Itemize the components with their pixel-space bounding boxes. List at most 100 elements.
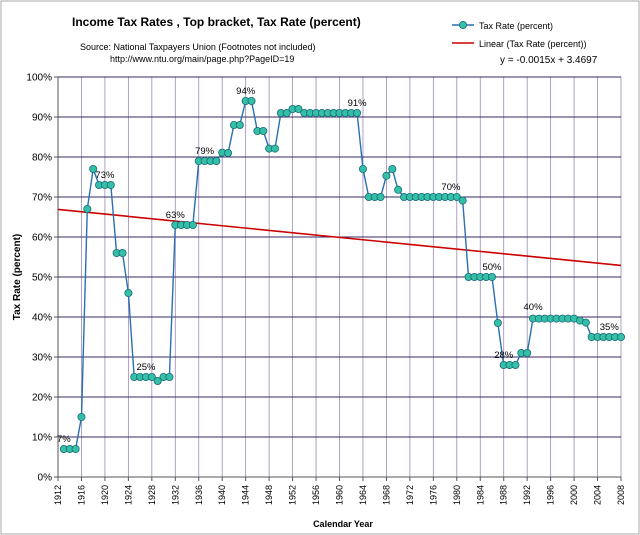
x-tick-labels: 1912 1916 1920 1924 1928 1932 1936 1940 1944 1948… xyxy=(53,477,626,505)
trendline-path xyxy=(57,208,622,267)
data-point xyxy=(523,348,532,357)
data-point xyxy=(270,144,279,153)
x-tick-label: 1932 xyxy=(170,485,180,505)
x-tick-label: 1952 xyxy=(288,485,298,505)
data-point xyxy=(382,171,391,180)
data-point xyxy=(394,185,403,194)
tax-rate-series xyxy=(59,97,626,453)
data-point xyxy=(617,332,626,341)
y-tick-label: 0% xyxy=(38,473,53,484)
y-tick-label: 30% xyxy=(32,353,52,364)
data-point xyxy=(487,272,496,281)
data-point xyxy=(358,164,367,173)
y-tick-label: 100% xyxy=(26,73,52,84)
legend-series-marker xyxy=(458,20,467,29)
data-point xyxy=(511,360,520,369)
data-point xyxy=(89,164,98,173)
x-tick-label: 1956 xyxy=(311,485,321,505)
x-tick-label: 1924 xyxy=(123,485,133,505)
data-point xyxy=(106,180,115,189)
y-tick-label: 50% xyxy=(32,273,52,284)
x-axis-label: Calendar Year xyxy=(313,519,373,529)
data-point xyxy=(353,109,362,118)
data-label: 79% xyxy=(195,146,215,157)
data-point xyxy=(83,204,92,213)
data-label: 70% xyxy=(441,182,461,193)
data-label: 25% xyxy=(136,362,156,373)
x-tick-label: 1964 xyxy=(358,485,368,505)
x-tick-label: 1916 xyxy=(76,485,86,505)
data-point xyxy=(71,444,80,453)
trend-equation: y = -0.0015x + 3.4697 xyxy=(500,55,598,66)
data-point xyxy=(294,105,303,114)
data-point xyxy=(493,318,502,327)
x-tick-label: 2000 xyxy=(569,485,579,505)
data-point xyxy=(458,196,467,205)
y-tick-label: 90% xyxy=(32,113,52,124)
y-tick-label: 20% xyxy=(32,393,52,404)
data-label: 50% xyxy=(482,262,502,273)
data-point xyxy=(124,288,133,297)
data-point xyxy=(77,412,86,421)
data-point xyxy=(282,109,291,118)
data-label: 28% xyxy=(494,350,514,361)
data-label: 63% xyxy=(166,210,186,221)
data-labels: 7% 73% 25% 63% 79% 94% 91% 70% 50% 28% 40% 35% xyxy=(57,86,619,445)
chart-source: Source: National Taxpayers Union (Footno… xyxy=(80,42,315,52)
y-axis-label: Tax Rate (percent) xyxy=(12,234,23,321)
data-point xyxy=(118,248,127,257)
y-tick-label: 10% xyxy=(32,433,52,444)
y-tick-labels: 0% 10% 20% 30% 40% 50% 60% 70% 80% 90% 100% xyxy=(26,73,58,484)
data-label: 94% xyxy=(236,86,256,97)
data-label: 73% xyxy=(95,170,115,181)
chart-title: Income Tax Rates , Top bracket, Tax Rate… xyxy=(72,15,361,29)
data-point xyxy=(212,156,221,165)
x-tick-label: 1960 xyxy=(335,485,345,505)
data-point xyxy=(153,376,162,385)
x-tick-label: 2004 xyxy=(593,485,603,505)
data-label: 91% xyxy=(348,98,368,109)
data-point xyxy=(452,192,461,201)
x-tick-label: 1928 xyxy=(147,485,157,505)
x-tick-label: 1944 xyxy=(241,485,251,505)
x-tick-label: 1940 xyxy=(217,485,227,505)
x-tick-label: 1912 xyxy=(53,485,63,505)
trendline xyxy=(57,208,622,267)
data-point xyxy=(224,148,233,157)
data-point xyxy=(247,97,256,106)
data-point xyxy=(376,192,385,201)
x-tick-label: 1920 xyxy=(100,485,110,505)
x-tick-label: 1972 xyxy=(405,485,415,505)
x-tick-label: 1980 xyxy=(452,485,462,505)
x-tick-label: 1996 xyxy=(546,485,556,505)
chart-url: http://www.ntu.org/main/page.php?PageID=… xyxy=(110,54,294,64)
x-tick-label: 1948 xyxy=(264,485,274,505)
legend: Tax Rate (percent) Linear (Tax Rate (per… xyxy=(452,20,587,49)
x-tick-label: 1976 xyxy=(428,485,438,505)
data-point xyxy=(188,220,197,229)
y-tick-label: 80% xyxy=(32,153,52,164)
data-point xyxy=(388,164,397,173)
data-label: 40% xyxy=(524,302,544,313)
x-tick-label: 1968 xyxy=(381,485,391,505)
data-point xyxy=(165,372,174,381)
x-tick-label: 1984 xyxy=(475,485,485,505)
data-point xyxy=(235,121,244,130)
data-point xyxy=(259,127,268,136)
x-tick-label: 1936 xyxy=(194,485,204,505)
y-tick-label: 70% xyxy=(32,193,52,204)
data-point xyxy=(581,318,590,327)
data-label: 35% xyxy=(600,322,620,333)
y-tick-label: 40% xyxy=(32,313,52,324)
x-tick-label: 1988 xyxy=(499,485,509,505)
data-label: 7% xyxy=(57,434,71,445)
legend-trend-label: Linear (Tax Rate (percent)) xyxy=(479,39,587,49)
legend-series-label: Tax Rate (percent) xyxy=(479,21,553,31)
x-tick-label: 1992 xyxy=(522,485,532,505)
grid xyxy=(58,76,622,477)
x-tick-label: 2008 xyxy=(616,485,626,505)
y-tick-label: 60% xyxy=(32,233,52,244)
data-point xyxy=(147,372,156,381)
